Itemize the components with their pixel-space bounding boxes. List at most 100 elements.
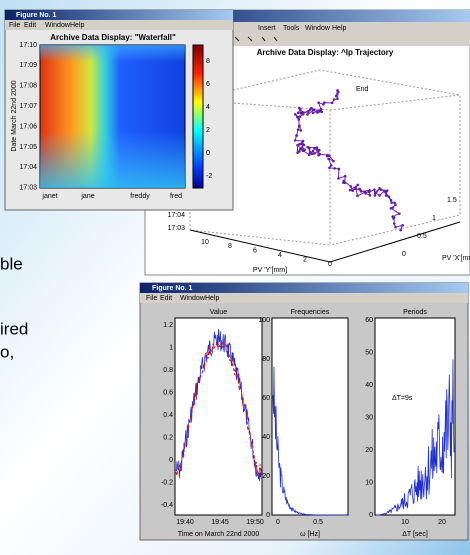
plot-title: Archive Data Display: "Waterfall"	[50, 33, 176, 42]
trajectory-point	[392, 215, 396, 219]
tick-label: 8	[206, 58, 210, 65]
trajectory-point	[398, 212, 401, 215]
trajectory-point	[333, 167, 336, 170]
tick-label: 17:07	[19, 103, 37, 110]
tick-label: 6	[253, 248, 257, 255]
trajectory-point	[299, 112, 303, 115]
tick-label: jane	[80, 193, 94, 200]
tick-label: 50	[365, 349, 373, 356]
annotation: End	[356, 86, 369, 93]
tick-label: 0.8	[163, 367, 173, 374]
tick-label: 6	[206, 81, 210, 88]
axis-label: PV 'X'[mm]	[442, 255, 470, 262]
trajectory-point	[342, 179, 346, 183]
trajectory-point	[336, 90, 340, 94]
trajectory-point	[317, 101, 320, 104]
tick-label: 1.5	[447, 197, 457, 204]
tick-label: 0.5	[417, 233, 427, 240]
trajectory-point	[293, 139, 297, 142]
tick-label: -2	[206, 173, 212, 180]
trajectory-point	[315, 146, 319, 149]
trajectory-point	[297, 118, 301, 121]
tick-label: 17:03	[167, 225, 185, 232]
menu-item: Edit	[24, 22, 36, 29]
trajectory-point	[328, 166, 331, 170]
tick-label: 8	[228, 243, 232, 250]
tick-label: 17:04	[19, 164, 37, 171]
trajectory-point	[296, 151, 299, 154]
trajectory-point	[297, 106, 301, 110]
trajectory-point	[401, 223, 404, 227]
slide-text: ble	[0, 254, 23, 273]
plot-title: Archive Data Display: ^Ip Trajectory	[257, 48, 394, 57]
trajectory-point	[392, 222, 396, 225]
trajectory-point	[298, 150, 301, 153]
trajectory-point	[337, 177, 340, 180]
trajectory-point	[296, 128, 300, 131]
panel-title: Periods	[403, 309, 427, 316]
tick-label: 1	[169, 344, 173, 351]
tick-label: 19:50	[246, 519, 264, 526]
tick-label: 17:04	[167, 212, 185, 219]
trajectory-point	[373, 191, 377, 194]
menu-item: Tools	[283, 25, 300, 32]
tick-label: 20	[438, 519, 446, 526]
tick-label: 30	[365, 414, 373, 421]
trajectory-point	[343, 174, 347, 178]
trajectory-point	[301, 112, 305, 116]
axis-label: ΔT [sec]	[402, 531, 428, 538]
tick-label: fred	[170, 193, 182, 200]
trajectory-point	[294, 113, 297, 116]
tick-label: 0	[206, 150, 210, 157]
trajectory-point	[298, 142, 301, 146]
trajectory-point	[351, 189, 354, 193]
menu-item: Help	[205, 295, 220, 302]
tick-label: janet	[41, 193, 57, 200]
tick-label: 19:45	[211, 519, 229, 526]
trajectory-point	[302, 143, 306, 147]
trajectory-point	[387, 195, 391, 198]
trajectory-point	[318, 152, 322, 156]
trajectory-point	[389, 198, 393, 202]
trajectory-point	[295, 134, 298, 137]
tick-label: 100	[258, 317, 270, 324]
tick-label: 0	[369, 512, 373, 519]
tick-label: -0.4	[161, 502, 173, 509]
tick-label: 0	[266, 512, 270, 519]
tick-label: 1	[432, 215, 436, 222]
trajectory-point	[373, 194, 377, 197]
trajectory-point	[325, 154, 329, 158]
trajectory-point	[306, 145, 309, 149]
trajectory-point	[306, 110, 310, 113]
trajectory-point	[330, 101, 334, 105]
trajectory-point	[389, 207, 393, 210]
trajectory-point	[354, 186, 358, 190]
menu-item: Window	[305, 25, 331, 32]
trajectory-point	[384, 194, 388, 197]
trajectory-point	[303, 148, 306, 151]
trajectory-point	[322, 102, 325, 106]
axis-label: ω [Hz]	[300, 531, 320, 538]
tick-label: -0.2	[161, 479, 173, 486]
menu-item: Help	[332, 25, 347, 32]
trajectory-point	[300, 146, 304, 149]
tick-label: 0	[328, 261, 332, 268]
tick-label: 0.5	[313, 519, 323, 526]
annotation: ΔT=9s	[392, 395, 413, 402]
tick-label: 60	[365, 317, 373, 324]
trajectory-point	[399, 228, 403, 232]
trajectory-point	[348, 188, 352, 192]
tick-label: 0.6	[163, 389, 173, 396]
axis-label: Date March 22nd 2000	[11, 80, 18, 151]
trajectory-point	[313, 147, 316, 150]
trajectory-point	[311, 111, 315, 115]
menu-item: Window	[45, 22, 71, 29]
window-title: Figure No. 1	[16, 12, 57, 19]
trajectory-point	[296, 111, 300, 115]
tick-label: 0.4	[163, 412, 173, 419]
trajectory-point	[368, 194, 372, 197]
menu-item: File	[146, 295, 157, 302]
trajectory-point	[385, 189, 389, 192]
tick-label: 2	[206, 127, 210, 134]
